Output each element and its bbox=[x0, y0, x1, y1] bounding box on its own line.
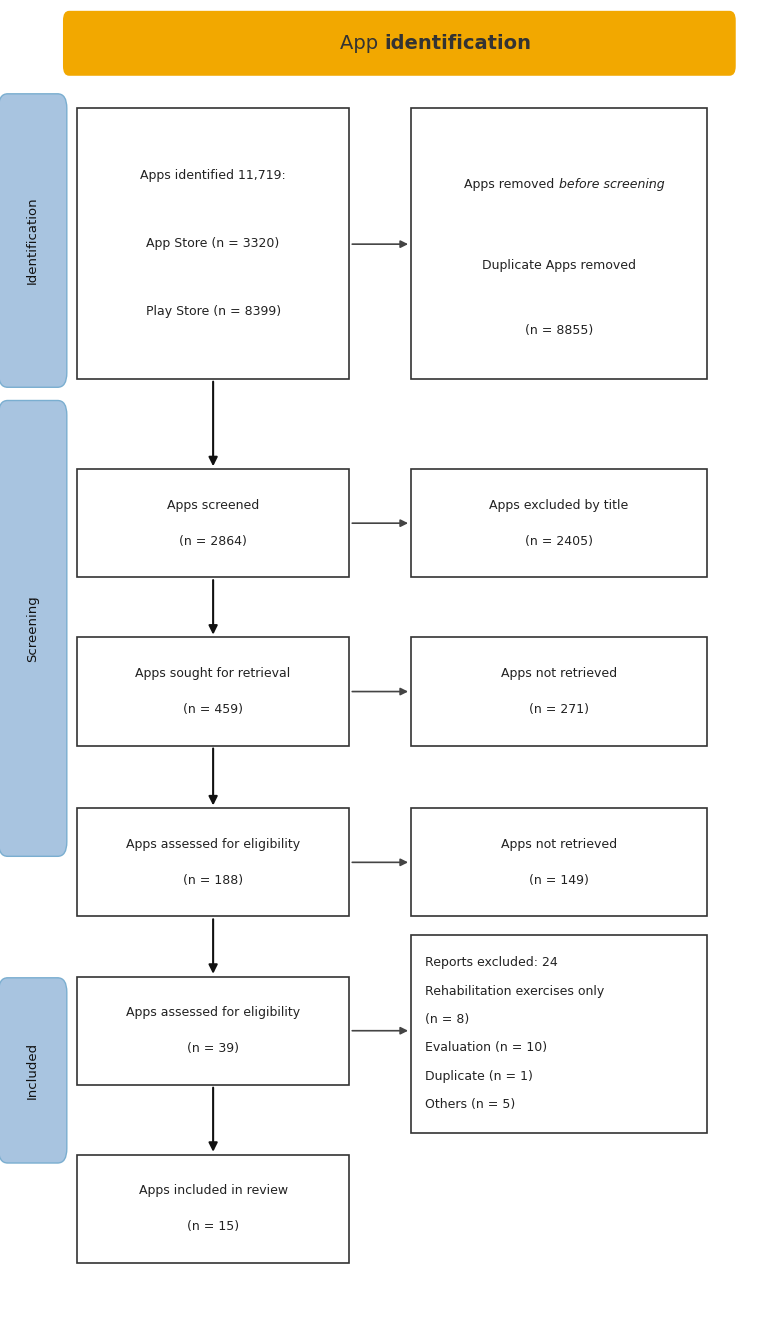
Text: Duplicate (n = 1): Duplicate (n = 1) bbox=[425, 1069, 532, 1083]
Text: (n = 149): (n = 149) bbox=[529, 874, 588, 886]
Text: App: App bbox=[339, 33, 384, 53]
FancyBboxPatch shape bbox=[77, 637, 349, 746]
Text: App Store (n = 3320): App Store (n = 3320) bbox=[147, 238, 280, 250]
Text: :: : bbox=[647, 178, 651, 191]
Text: Play Store (n = 8399): Play Store (n = 8399) bbox=[146, 304, 280, 318]
Text: Apps excluded by title: Apps excluded by title bbox=[489, 499, 628, 511]
FancyBboxPatch shape bbox=[77, 469, 349, 577]
Text: Apps not retrieved: Apps not retrieved bbox=[501, 668, 617, 680]
FancyBboxPatch shape bbox=[411, 808, 707, 916]
Text: (n = 188): (n = 188) bbox=[183, 874, 243, 886]
FancyBboxPatch shape bbox=[411, 934, 707, 1133]
FancyBboxPatch shape bbox=[63, 11, 736, 76]
FancyBboxPatch shape bbox=[0, 400, 67, 856]
FancyBboxPatch shape bbox=[0, 977, 67, 1163]
FancyBboxPatch shape bbox=[77, 108, 349, 379]
FancyBboxPatch shape bbox=[77, 808, 349, 916]
FancyBboxPatch shape bbox=[411, 637, 707, 746]
Text: identification: identification bbox=[384, 33, 531, 53]
Text: Reports excluded: 24: Reports excluded: 24 bbox=[425, 956, 558, 969]
Text: (n = 15): (n = 15) bbox=[187, 1220, 239, 1234]
Text: (n = 8855): (n = 8855) bbox=[525, 323, 593, 336]
FancyBboxPatch shape bbox=[0, 93, 67, 387]
Text: Apps sought for retrieval: Apps sought for retrieval bbox=[135, 668, 291, 680]
Text: Included: Included bbox=[26, 1041, 39, 1099]
Text: (n = 2864): (n = 2864) bbox=[179, 535, 247, 547]
Text: Identification: Identification bbox=[26, 196, 39, 284]
Text: Apps removed: Apps removed bbox=[465, 178, 559, 191]
Text: (n = 271): (n = 271) bbox=[528, 704, 589, 716]
Text: Evaluation (n = 10): Evaluation (n = 10) bbox=[425, 1041, 547, 1055]
FancyBboxPatch shape bbox=[411, 108, 707, 379]
Text: before screening: before screening bbox=[559, 178, 664, 191]
FancyBboxPatch shape bbox=[77, 1155, 349, 1263]
Text: (n = 2405): (n = 2405) bbox=[525, 535, 593, 547]
Text: (n = 8): (n = 8) bbox=[425, 1013, 469, 1027]
Text: (n = 459): (n = 459) bbox=[183, 704, 243, 716]
Text: Apps screened: Apps screened bbox=[167, 499, 260, 511]
Text: (n = 39): (n = 39) bbox=[187, 1043, 239, 1055]
Text: Screening: Screening bbox=[26, 595, 39, 662]
FancyBboxPatch shape bbox=[411, 469, 707, 577]
Text: Apps assessed for eligibility: Apps assessed for eligibility bbox=[126, 1007, 300, 1019]
Text: Apps not retrieved: Apps not retrieved bbox=[501, 838, 617, 850]
Text: Apps included in review: Apps included in review bbox=[138, 1184, 288, 1197]
Text: Apps identified 11,719:: Apps identified 11,719: bbox=[141, 170, 286, 183]
Text: Rehabilitation exercises only: Rehabilitation exercises only bbox=[425, 985, 604, 997]
Text: Others (n = 5): Others (n = 5) bbox=[425, 1099, 515, 1111]
FancyBboxPatch shape bbox=[77, 977, 349, 1085]
Text: Apps assessed for eligibility: Apps assessed for eligibility bbox=[126, 838, 300, 850]
Text: Duplicate Apps removed: Duplicate Apps removed bbox=[482, 259, 636, 272]
